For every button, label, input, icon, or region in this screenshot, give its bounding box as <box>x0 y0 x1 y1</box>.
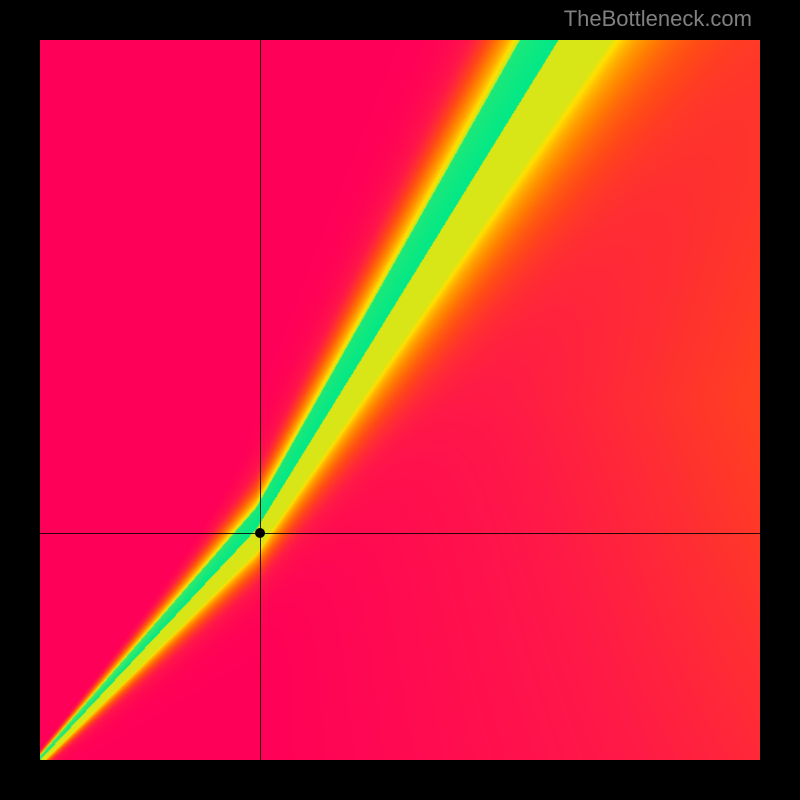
watermark-text: TheBottleneck.com <box>564 6 752 32</box>
crosshair-vertical-line <box>260 40 261 760</box>
crosshair-horizontal-line <box>40 533 760 534</box>
bottleneck-heatmap-canvas <box>40 40 760 760</box>
selection-marker-dot <box>255 528 265 538</box>
